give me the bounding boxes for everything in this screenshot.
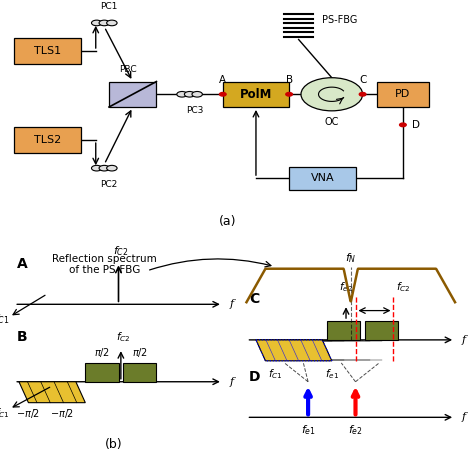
Circle shape: [192, 91, 202, 97]
Text: $f_{e1}$: $f_{e1}$: [301, 424, 316, 437]
Text: TLS2: TLS2: [34, 135, 61, 145]
Text: $f_{C1}$: $f_{C1}$: [0, 406, 9, 420]
Circle shape: [219, 92, 226, 96]
Text: $f_{C2}$: $f_{C2}$: [396, 280, 410, 294]
Text: TLS1: TLS1: [34, 46, 61, 56]
Circle shape: [177, 91, 187, 97]
Circle shape: [99, 20, 109, 26]
Circle shape: [107, 165, 117, 171]
Text: A: A: [219, 76, 227, 86]
Text: B: B: [17, 330, 27, 344]
Circle shape: [286, 92, 292, 96]
Circle shape: [99, 165, 109, 171]
Text: f: f: [230, 299, 234, 309]
Text: $f_{C2}$: $f_{C2}$: [116, 330, 130, 344]
Text: $-\pi/2$: $-\pi/2$: [17, 407, 40, 420]
Text: f: f: [230, 377, 234, 387]
Text: PolM: PolM: [240, 88, 272, 101]
Text: PBC: PBC: [119, 65, 137, 74]
Bar: [327, 321, 360, 340]
Text: PS-FBG: PS-FBG: [322, 15, 358, 25]
Circle shape: [400, 123, 406, 126]
Bar: [289, 167, 356, 190]
Text: $f_N$: $f_N$: [345, 251, 356, 264]
Text: $f_{e1}$: $f_{e1}$: [325, 367, 339, 381]
Bar: [85, 363, 118, 382]
Text: $f_{e2}$: $f_{e2}$: [348, 424, 363, 437]
Bar: [14, 127, 81, 153]
Bar: [365, 321, 398, 340]
Polygon shape: [256, 340, 332, 361]
Circle shape: [184, 91, 195, 97]
Bar: [123, 363, 156, 382]
Text: (b): (b): [105, 438, 123, 451]
Text: VNA: VNA: [310, 173, 334, 183]
Text: PC2: PC2: [100, 180, 118, 189]
Text: $\pi/2$: $\pi/2$: [94, 346, 110, 359]
Text: C: C: [359, 76, 366, 86]
Bar: [109, 81, 156, 107]
Text: $f_{C1}$: $f_{C1}$: [0, 312, 9, 326]
Text: D: D: [412, 120, 420, 130]
Circle shape: [91, 165, 102, 171]
Text: $f_{C2}$: $f_{C2}$: [113, 244, 128, 258]
Text: $f_{e2}$: $f_{e2}$: [339, 280, 353, 294]
Text: $\pi/2$: $\pi/2$: [132, 346, 148, 359]
Bar: [223, 81, 289, 107]
Text: D: D: [249, 370, 260, 384]
Text: B: B: [285, 76, 293, 86]
Text: of the PS-FBG: of the PS-FBG: [69, 264, 140, 274]
Bar: [377, 81, 429, 107]
Bar: [14, 38, 81, 64]
Text: PC1: PC1: [100, 2, 118, 11]
Text: (a): (a): [219, 215, 236, 228]
Text: f: f: [462, 335, 466, 345]
Circle shape: [359, 92, 366, 96]
Text: Reflection spectrum: Reflection spectrum: [52, 254, 156, 264]
Text: A: A: [17, 257, 27, 271]
Text: f: f: [462, 412, 466, 422]
Text: PC3: PC3: [186, 106, 203, 115]
Circle shape: [107, 20, 117, 26]
Text: $f_{C1}$: $f_{C1}$: [267, 367, 283, 381]
Polygon shape: [19, 382, 85, 403]
Text: PD: PD: [395, 89, 410, 99]
Text: OC: OC: [325, 117, 339, 127]
Circle shape: [91, 20, 102, 26]
Circle shape: [301, 78, 363, 111]
Text: C: C: [249, 293, 259, 306]
Text: $-\pi/2$: $-\pi/2$: [50, 407, 73, 420]
